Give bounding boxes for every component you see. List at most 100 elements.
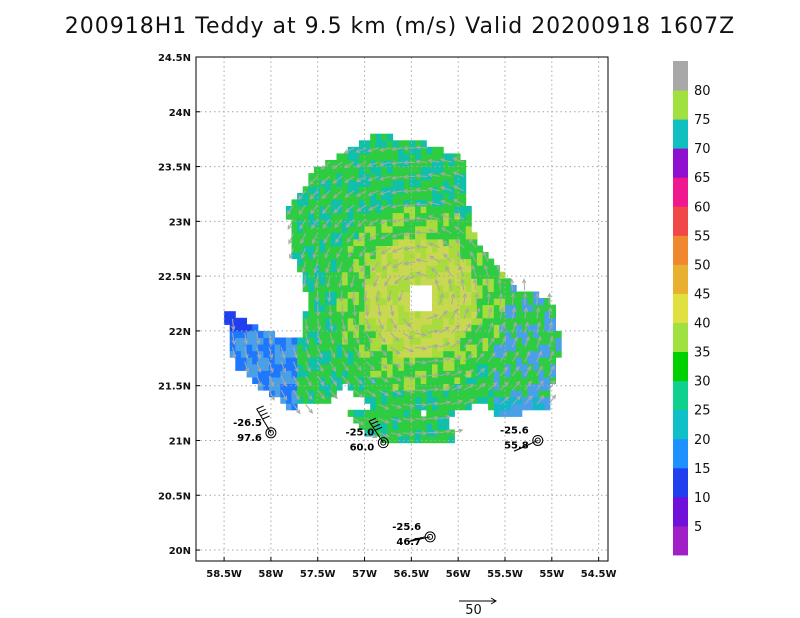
field-cell <box>274 344 281 352</box>
field-cell <box>437 370 444 378</box>
field-cell <box>297 252 304 260</box>
field-cell <box>448 363 455 371</box>
field-cell <box>375 166 382 174</box>
field-cell <box>246 357 253 365</box>
field-cell <box>336 357 343 365</box>
field-cell <box>314 265 321 273</box>
field-cell <box>364 265 371 273</box>
wind-vector <box>427 417 439 420</box>
field-cell <box>426 317 433 325</box>
wind-vector <box>390 375 402 381</box>
field-cell <box>291 390 298 398</box>
wind-vector-head <box>384 281 389 287</box>
field-cell <box>246 324 253 332</box>
field-cell <box>325 245 332 253</box>
field-cell <box>252 370 259 378</box>
field-cell <box>499 409 506 417</box>
wind-vector <box>416 146 428 149</box>
field-cell <box>499 350 506 358</box>
field-cell <box>465 344 472 352</box>
field-cell <box>336 324 343 332</box>
wind-vector-head <box>331 366 337 372</box>
field-cell <box>325 350 332 358</box>
field-cell <box>443 429 450 437</box>
field-cell <box>538 344 545 352</box>
field-cell <box>314 252 321 260</box>
field-cell <box>325 298 332 306</box>
field-cell <box>403 324 410 332</box>
field-cell <box>516 337 523 345</box>
field-cell <box>353 383 360 391</box>
field-cell <box>437 192 444 200</box>
wind-vector <box>454 226 465 234</box>
field-cell <box>516 330 523 338</box>
field-cell <box>347 232 354 240</box>
field-cell <box>224 317 231 325</box>
field-cell <box>448 258 455 266</box>
wind-vector <box>451 309 458 320</box>
wind-vector-head <box>335 238 340 244</box>
field-cell <box>527 311 534 319</box>
field-cell <box>493 376 500 384</box>
wind-vector <box>380 190 391 195</box>
field-cell <box>353 153 360 161</box>
dropsonde: -25.646.7 <box>392 522 436 548</box>
field-cell <box>471 357 478 365</box>
wind-vector-head <box>464 307 469 313</box>
wind-vector-head <box>535 292 540 298</box>
field-cell <box>420 166 427 174</box>
field-cell <box>437 337 444 345</box>
field-cell <box>443 422 450 430</box>
field-cell <box>398 166 405 174</box>
field-cell <box>465 376 472 384</box>
field-cell <box>257 357 264 365</box>
field-cell <box>454 298 461 306</box>
field-cell <box>493 396 500 404</box>
field-cell <box>471 363 478 371</box>
field-cell <box>527 350 534 358</box>
field-cell <box>505 403 512 411</box>
field-cell <box>314 383 321 391</box>
field-cell <box>476 363 483 371</box>
wind-vector-head <box>390 161 397 166</box>
wind-vector-head <box>310 209 315 215</box>
field-cell <box>370 232 377 240</box>
field-cell <box>387 390 394 398</box>
wind-vector-head <box>439 158 446 163</box>
field-cell <box>347 225 354 233</box>
field-cell <box>308 186 315 194</box>
field-cell <box>448 330 455 338</box>
field-cell <box>527 344 534 352</box>
wind-vector-head <box>342 339 347 345</box>
field-cell <box>415 396 422 404</box>
wind-vectors <box>231 145 557 438</box>
wind-vector-head <box>397 404 403 409</box>
field-cell <box>364 153 371 161</box>
field-cell <box>353 173 360 181</box>
field-cell <box>330 173 337 181</box>
field-cell <box>387 429 394 437</box>
field-cell <box>437 436 444 444</box>
wind-vector-head <box>306 353 311 359</box>
wind-vector <box>427 345 439 348</box>
dropsonde-temperature: -25.0 <box>345 428 374 439</box>
wind-vector-head <box>294 367 299 373</box>
wind-vector-head <box>551 379 556 385</box>
wind-vector-head <box>281 353 286 360</box>
field-cell <box>308 278 315 286</box>
field-cell <box>538 383 545 391</box>
wind-vector <box>429 255 440 263</box>
wind-vector-head <box>343 352 348 358</box>
wind-vector <box>321 176 331 185</box>
field-cell <box>240 330 247 338</box>
field-cell <box>549 330 556 338</box>
field-cell <box>314 166 321 174</box>
field-cell <box>325 238 332 246</box>
wind-vector <box>451 370 462 377</box>
field-cell <box>308 376 315 384</box>
field-cell <box>257 376 264 384</box>
colorbar-segment <box>673 293 688 323</box>
field-cell <box>381 219 388 227</box>
field-cell <box>302 284 309 292</box>
field-cell <box>375 291 382 299</box>
